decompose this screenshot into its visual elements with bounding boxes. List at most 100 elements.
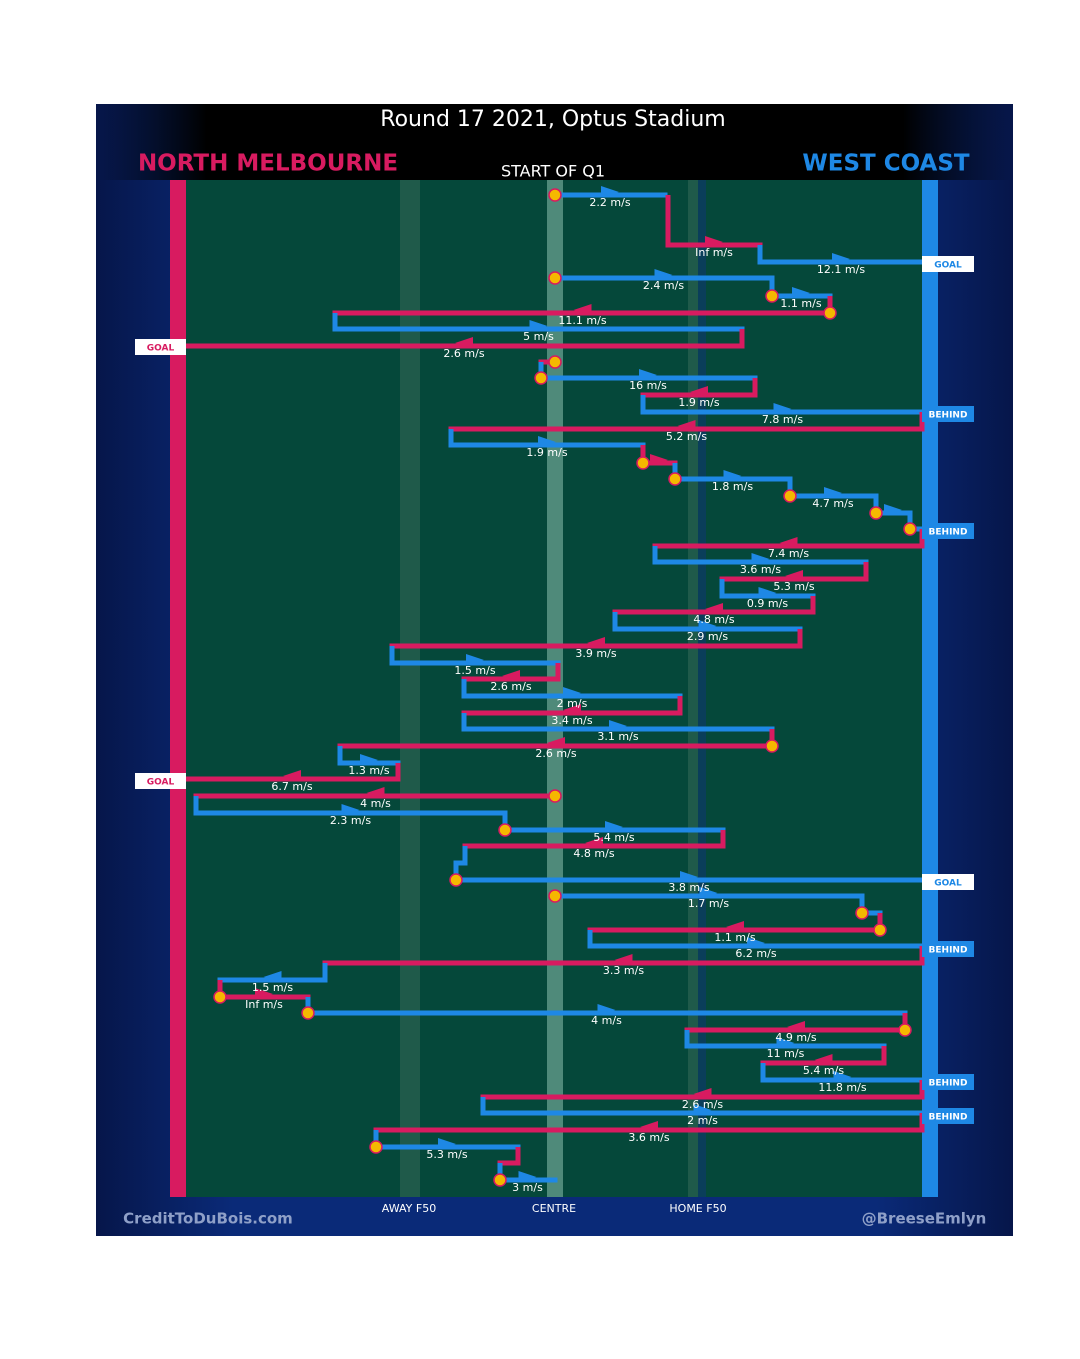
home-f50-edge <box>698 180 706 1197</box>
outcome-box <box>922 523 974 539</box>
possession-start-dot <box>548 271 562 285</box>
direction-arrow <box>255 988 273 999</box>
speed-label: 1.8 m/s <box>712 480 753 493</box>
outcome-box <box>922 1074 974 1090</box>
direction-arrow <box>597 1004 616 1015</box>
outcome-label: BEHIND <box>929 528 968 538</box>
field-label: CENTRE <box>532 1202 576 1215</box>
possession-start-dot <box>534 371 548 385</box>
possession-start-dot <box>873 923 887 937</box>
direction-arrow <box>263 971 282 982</box>
speed-label: 16 m/s <box>629 379 667 392</box>
possession-start-dot <box>783 489 797 503</box>
direction-arrow <box>726 921 744 932</box>
credit-right: @BreeseEmlyn <box>862 1210 987 1228</box>
direction-arrow <box>690 386 708 397</box>
speed-label: 3.3 m/s <box>603 964 644 977</box>
outcome-label: GOAL <box>934 261 962 271</box>
outcome-box <box>922 874 974 890</box>
outcome-label: BEHIND <box>929 946 968 956</box>
speed-label: 3.6 m/s <box>740 563 781 576</box>
speed-label: 4 m/s <box>591 1014 622 1027</box>
possession-start-dot <box>898 1023 912 1037</box>
speed-label: 5.4 m/s <box>593 831 634 844</box>
direction-arrow <box>693 1104 712 1115</box>
speed-label: 5.3 m/s <box>426 1148 467 1161</box>
outcome-box <box>922 1108 974 1124</box>
credit-left: CreditToDuBois.com <box>123 1210 293 1228</box>
speed-label: 11.1 m/s <box>558 314 606 327</box>
direction-arrow <box>529 320 548 331</box>
away-goal-bar <box>922 180 938 1197</box>
outcome-box <box>922 256 974 272</box>
possession-start-dot <box>765 739 779 753</box>
header-band <box>96 104 1013 180</box>
period: START OF Q1 <box>501 162 605 181</box>
title: Round 17 2021, Optus Stadium <box>380 107 725 132</box>
direction-arrow <box>601 186 619 197</box>
outcome-label: BEHIND <box>929 411 968 421</box>
speed-label: 4.7 m/s <box>812 497 853 510</box>
outcome-box <box>135 773 186 789</box>
direction-arrow <box>585 837 603 848</box>
speed-label: 1.9 m/s <box>526 446 567 459</box>
possession-start-dot <box>636 456 650 470</box>
direction-arrow <box>438 1138 456 1149</box>
speed-label: 0.9 m/s <box>747 597 788 610</box>
direction-arrow <box>693 1088 712 1099</box>
direction-arrow <box>639 369 657 380</box>
possession-start-dot <box>765 289 779 303</box>
direction-arrow <box>723 470 742 481</box>
speed-label: 1.7 m/s <box>688 897 729 910</box>
field-label: AWAY F50 <box>382 1202 436 1215</box>
speed-label: Inf m/s <box>245 998 283 1011</box>
direction-arrow <box>605 821 623 832</box>
direction-arrow <box>466 654 484 665</box>
possession-start-dot <box>548 789 562 803</box>
direction-arrow <box>824 487 842 498</box>
direction-arrow <box>654 269 673 280</box>
outcome-box <box>135 339 186 355</box>
direction-arrow <box>832 253 850 264</box>
speed-label: 2.6 m/s <box>490 680 531 693</box>
speed-label: 3 m/s <box>512 1181 543 1194</box>
direction-arrow <box>787 1021 805 1032</box>
speed-label: 2.6 m/s <box>535 747 576 760</box>
away-team: WEST COAST <box>802 151 970 177</box>
speed-label: 1.5 m/s <box>454 664 495 677</box>
speed-label: 1.9 m/s <box>678 396 719 409</box>
speed-label: 5.2 m/s <box>666 430 707 443</box>
direction-arrow <box>814 1054 833 1065</box>
outcome-label: GOAL <box>934 879 962 889</box>
speed-label: 1.5 m/s <box>252 981 293 994</box>
speed-label: 3.1 m/s <box>597 730 638 743</box>
possession-start-dot <box>493 1173 507 1187</box>
speed-label: 4.8 m/s <box>693 613 734 626</box>
speed-label: 11.8 m/s <box>818 1081 866 1094</box>
direction-arrow <box>705 603 723 614</box>
direction-arrow <box>751 553 770 564</box>
direction-arrow <box>538 436 556 447</box>
direction-arrow <box>779 537 798 548</box>
speed-label: 2 m/s <box>687 1114 718 1127</box>
speed-label: 6.2 m/s <box>735 947 776 960</box>
possession-start-dot <box>823 306 837 320</box>
direction-arrow <box>680 871 698 882</box>
direction-arrow <box>547 737 565 748</box>
possession-start-dot <box>213 990 227 1004</box>
possession-start-dot <box>449 873 463 887</box>
speed-label: 4 m/s <box>360 797 391 810</box>
direction-arrow <box>747 937 765 948</box>
direction-arrow <box>563 687 581 698</box>
direction-arrow <box>587 637 605 648</box>
field-label: HOME F50 <box>669 1202 726 1215</box>
speed-label: 2 m/s <box>557 697 588 710</box>
speed-label: 5.4 m/s <box>803 1064 844 1077</box>
outcome-label: GOAL <box>147 344 175 354</box>
speed-label: 1.1 m/s <box>714 931 755 944</box>
outcome-label: BEHIND <box>929 1079 968 1089</box>
speed-label: 4.9 m/s <box>775 1031 816 1044</box>
possession-start-dot <box>498 823 512 837</box>
